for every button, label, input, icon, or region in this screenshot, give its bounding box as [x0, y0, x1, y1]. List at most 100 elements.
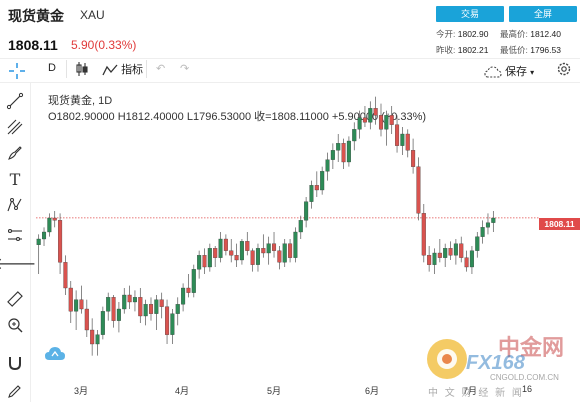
candle-up — [336, 143, 341, 151]
candle-down — [378, 115, 384, 130]
stat-open: 今开: 1802.90 — [436, 28, 488, 40]
candle-down — [464, 257, 469, 268]
gear-icon — [557, 62, 571, 76]
zoom-tool[interactable] — [4, 314, 26, 336]
candle-down — [148, 304, 154, 314]
candle-down — [272, 243, 277, 251]
magnet-icon — [9, 357, 21, 371]
candle-down — [411, 150, 416, 167]
candle-down — [427, 255, 432, 265]
candle-down — [186, 287, 191, 293]
candle-down — [277, 250, 282, 263]
stat-open-label: 今开: — [436, 29, 456, 39]
brush-icon — [8, 146, 22, 160]
stat-low-value: 1796.53 — [530, 45, 561, 55]
projection-icon — [7, 228, 22, 242]
interval-selector[interactable]: D — [48, 62, 56, 74]
collapse-tools-button[interactable]: 🡐 — [0, 252, 36, 274]
measure-tool[interactable] — [4, 224, 26, 246]
candle-down — [127, 294, 132, 303]
chart-legend-title: 现货黄金, 1D — [48, 95, 113, 107]
candle-up — [36, 238, 41, 245]
candle-down — [63, 262, 68, 289]
chart-style-button[interactable] — [75, 61, 89, 80]
candle-up — [132, 297, 137, 303]
candle-up — [400, 133, 405, 146]
price-chart[interactable] — [36, 82, 540, 382]
candle-down — [459, 243, 464, 258]
arrow-left-icon: 🡐 — [0, 255, 37, 273]
candle-up — [47, 217, 52, 233]
candle-down — [261, 248, 266, 254]
settings-button[interactable] — [556, 61, 572, 80]
magnet-tool[interactable] — [4, 352, 26, 374]
candle-up — [346, 140, 351, 163]
indicators-label: 指标 — [121, 64, 144, 76]
last-price-tag: 1808.11 — [539, 218, 580, 230]
candle-down — [213, 248, 218, 258]
candle-up — [491, 217, 496, 223]
candle-up — [309, 185, 314, 202]
lock-tool[interactable] — [4, 378, 26, 400]
indicators-button[interactable]: 指标 — [102, 61, 143, 77]
candle-up — [485, 222, 490, 228]
toolbar-separator — [146, 60, 147, 78]
candle-down — [245, 241, 250, 251]
crosshair-icon — [9, 63, 25, 79]
candle-down — [288, 243, 293, 258]
toolbar-separator — [66, 60, 67, 78]
stat-open-value: 1802.90 — [457, 29, 489, 39]
candle-up — [170, 313, 175, 335]
redo-button[interactable]: ↷ — [180, 62, 189, 75]
candle-up — [239, 241, 244, 261]
candle-down — [416, 166, 421, 214]
candle-down — [202, 255, 207, 268]
save-button[interactable]: 保存 ▾ — [484, 63, 534, 79]
chart-cloud-button[interactable] — [44, 346, 66, 364]
candle-up — [266, 243, 271, 254]
brush-tool[interactable] — [4, 142, 26, 164]
crosshair-tool[interactable] — [8, 62, 26, 83]
trendline-tool[interactable] — [4, 90, 26, 112]
candle-up — [320, 171, 325, 191]
fib-tool[interactable] — [4, 116, 26, 138]
pattern-tool[interactable] — [4, 194, 26, 216]
candle-down — [84, 308, 89, 331]
candle-up — [432, 252, 437, 265]
stat-high-value: 1812.40 — [530, 29, 561, 39]
stat-high-label: 最高价: — [500, 29, 528, 39]
candle-up — [330, 150, 335, 160]
chevron-down-icon: ▾ — [530, 68, 535, 77]
toolbar-bottom-divider — [0, 82, 580, 83]
text-tool[interactable]: T — [4, 168, 26, 190]
x-axis-label: 6月 — [365, 386, 380, 396]
candle-up — [298, 220, 303, 233]
candle-up — [357, 117, 362, 130]
trade-button[interactable]: 交易 — [436, 6, 504, 22]
ruler-tool[interactable] — [4, 288, 26, 310]
fullscreen-button[interactable]: 全屏 — [509, 6, 577, 22]
undo-icon: ↶ — [156, 63, 166, 75]
candle-up — [143, 304, 148, 317]
instrument-symbol: XAU — [80, 8, 105, 22]
candle-down — [395, 124, 400, 146]
x-axis-label: 5月 — [267, 386, 282, 396]
candle-down — [58, 220, 63, 263]
stat-low: 最低价: 1796.53 — [500, 44, 561, 56]
candlestick-icon — [76, 62, 88, 76]
stat-high: 最高价: 1812.40 — [500, 28, 561, 40]
candle-up — [325, 159, 330, 172]
pattern-icon — [7, 198, 22, 212]
candle-down — [159, 299, 164, 307]
undo-button[interactable]: ↶ — [156, 62, 165, 75]
stat-prev-close-value: 1802.21 — [457, 45, 489, 55]
candle-up — [255, 248, 260, 265]
x-axis-label: 4月 — [175, 386, 190, 396]
candle-up — [122, 294, 127, 310]
candle-up — [352, 129, 357, 142]
candle-up — [453, 243, 458, 256]
candle-up — [191, 269, 196, 293]
x-axis-label: 7月 — [463, 386, 478, 396]
candle-down — [234, 255, 239, 261]
candle-up — [443, 248, 448, 258]
